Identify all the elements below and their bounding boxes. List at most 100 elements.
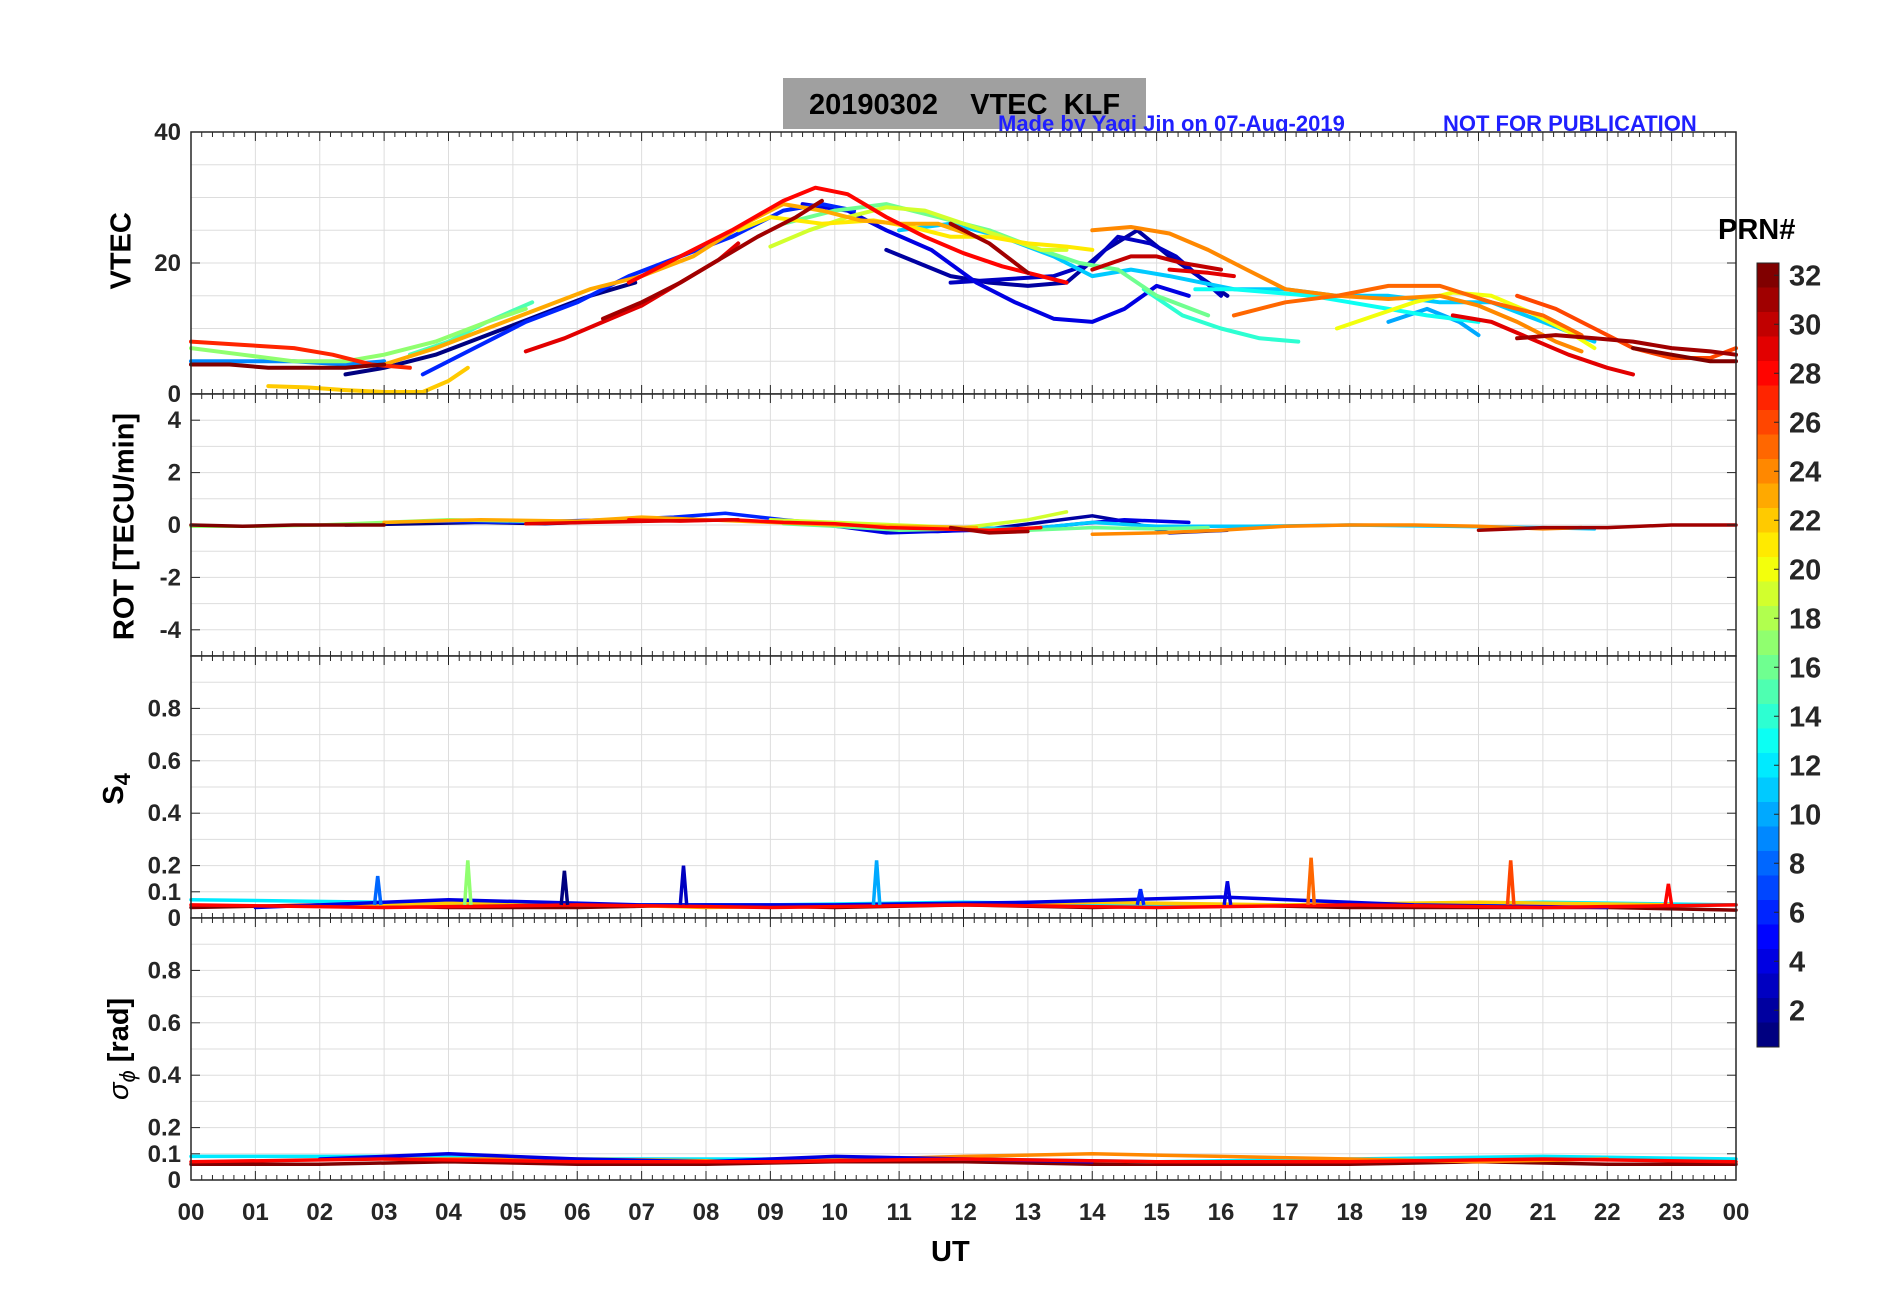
series-prn-31b <box>601 198 824 321</box>
colorbar-tick-label: 2 <box>1789 995 1805 1027</box>
colorbar-segment <box>1757 851 1779 876</box>
vtec-ytick-label: 40 <box>154 119 181 146</box>
colorbar-segment <box>1757 949 1779 974</box>
sigma-phi-ytick-label: 0 <box>168 1167 181 1194</box>
colorbar-segment <box>1757 483 1779 509</box>
sigma-phi-ytick-label: 0.8 <box>148 957 181 984</box>
chart-title: 20190302 VTEC KLF <box>808 89 1121 121</box>
series-prn-4 <box>800 202 1191 324</box>
series-prn-28 <box>626 185 1069 285</box>
xtick-label: 06 <box>564 1199 591 1226</box>
xtick-label: 12 <box>950 1199 977 1226</box>
vtec-ytick-label: 20 <box>154 250 181 277</box>
series-prn-32 <box>189 362 387 370</box>
spike-prn4 <box>1222 881 1233 906</box>
xtick-label: 08 <box>693 1199 720 1226</box>
series-prn-28-baseline <box>189 1157 1738 1164</box>
colorbar-title: PRN# <box>1718 214 1796 246</box>
s4-ytick-label: 0.8 <box>148 695 181 722</box>
xtick-label: 15 <box>1143 1199 1170 1226</box>
colorbar-tick-label: 8 <box>1789 848 1805 880</box>
xtick-label: 01 <box>242 1199 269 1226</box>
rot-ytick-label: 4 <box>168 407 182 434</box>
s4-ylabel-base: S <box>98 785 131 805</box>
x-axis-label: UT <box>931 1236 970 1268</box>
rot-ylabel: ROT [TECU/min] <box>108 412 141 641</box>
colorbar-tick-label: 6 <box>1789 897 1805 929</box>
xtick-label: 23 <box>1658 1199 1685 1226</box>
sigma-phi-ytick-label: 0.6 <box>148 1010 181 1037</box>
series-prn-31c <box>1515 333 1738 357</box>
s4-ytick-label: 0.2 <box>148 853 181 880</box>
s4-ytick-label: 0 <box>168 905 181 932</box>
colorbar-segment <box>1757 900 1779 925</box>
series-prn-28-baseline <box>189 903 1738 910</box>
xtick-label: 20 <box>1465 1199 1492 1226</box>
xtick-label: 09 <box>757 1199 784 1226</box>
colorbar-tick-label: 12 <box>1789 750 1821 782</box>
xtick-label: 10 <box>821 1199 848 1226</box>
xtick-label: 14 <box>1079 1199 1106 1226</box>
colorbar-segment <box>1757 777 1779 803</box>
colorbar-segment <box>1757 557 1779 582</box>
colorbar-segment <box>1757 753 1779 778</box>
sigma-phi-ytick-label: 0.2 <box>148 1115 181 1142</box>
colorbar-segment <box>1757 263 1779 288</box>
colorbar-segment <box>1757 973 1779 999</box>
colorbar-segment <box>1757 924 1779 950</box>
xtick-label: 21 <box>1530 1199 1557 1226</box>
series-prn-31 <box>948 221 1030 275</box>
series-prn-17 <box>189 306 528 364</box>
colorbar-tick-label: 26 <box>1789 407 1821 439</box>
spike-prn26 <box>1505 860 1516 906</box>
s4-ytick-label: 0.4 <box>148 800 182 827</box>
rot-ytick-label: 2 <box>168 460 181 487</box>
colorbar-segment <box>1757 312 1779 337</box>
sigma-ylabel-symbol: σ <box>103 1082 136 1101</box>
colorbar-segment <box>1757 606 1779 631</box>
colorbar-frame <box>1756 262 1780 1048</box>
rot-ytick-label: 0 <box>168 512 181 539</box>
series-prn-31c <box>1476 523 1738 532</box>
xtick-label: 13 <box>1015 1199 1042 1226</box>
colorbar-segment <box>1757 728 1779 754</box>
rot-ytick-label: -2 <box>160 564 181 591</box>
xtick-label: 04 <box>435 1199 462 1226</box>
series-prn-29b <box>1167 267 1236 279</box>
colorbar-segment <box>1757 655 1779 680</box>
s4-ytick-label: 0.6 <box>148 748 181 775</box>
series-prn-30 <box>1090 254 1223 272</box>
colorbar-segment <box>1757 532 1779 558</box>
sigma-ylabel: σϕ [rad] <box>103 979 141 1119</box>
s4-ytick-label: 0.1 <box>148 879 181 906</box>
vtec-ylabel: VTEC <box>105 212 138 290</box>
colorbar-tick-label: 24 <box>1789 456 1821 488</box>
xtick-label: 05 <box>500 1199 527 1226</box>
series-prn-31 <box>948 525 1030 535</box>
colorbar-segment <box>1757 875 1779 901</box>
colorbar-segment <box>1757 1022 1779 1048</box>
xtick-label: 19 <box>1401 1199 1428 1226</box>
sigma-ylabel-sub: ϕ <box>114 1070 140 1083</box>
colorbar-segment <box>1757 508 1779 533</box>
colorbar-segment <box>1757 336 1779 362</box>
title-box <box>783 78 1146 129</box>
colorbar-segment <box>1757 434 1779 460</box>
colorbar-segment <box>1757 581 1779 607</box>
series-prn-14 <box>1141 287 1301 344</box>
colorbar-tick-label: 18 <box>1789 603 1821 635</box>
spike-prn6 <box>1135 888 1146 906</box>
colorbar-segment <box>1757 802 1779 827</box>
spike-prn1 <box>559 870 570 906</box>
colorbar-tick-label: 22 <box>1789 505 1821 537</box>
spike-prn28 <box>1663 883 1674 906</box>
series-prn-32 <box>189 523 386 529</box>
xtick-label: 11 <box>886 1199 911 1226</box>
colorbar-segment <box>1757 679 1779 705</box>
xtick-label: 16 <box>1208 1199 1235 1226</box>
series-prn-19 <box>768 205 1069 252</box>
colorbar-segment <box>1757 630 1779 656</box>
colorbar-tick-label: 30 <box>1789 309 1821 341</box>
colorbar-tick-label: 32 <box>1789 260 1821 292</box>
series-prn-3 <box>948 234 1223 298</box>
